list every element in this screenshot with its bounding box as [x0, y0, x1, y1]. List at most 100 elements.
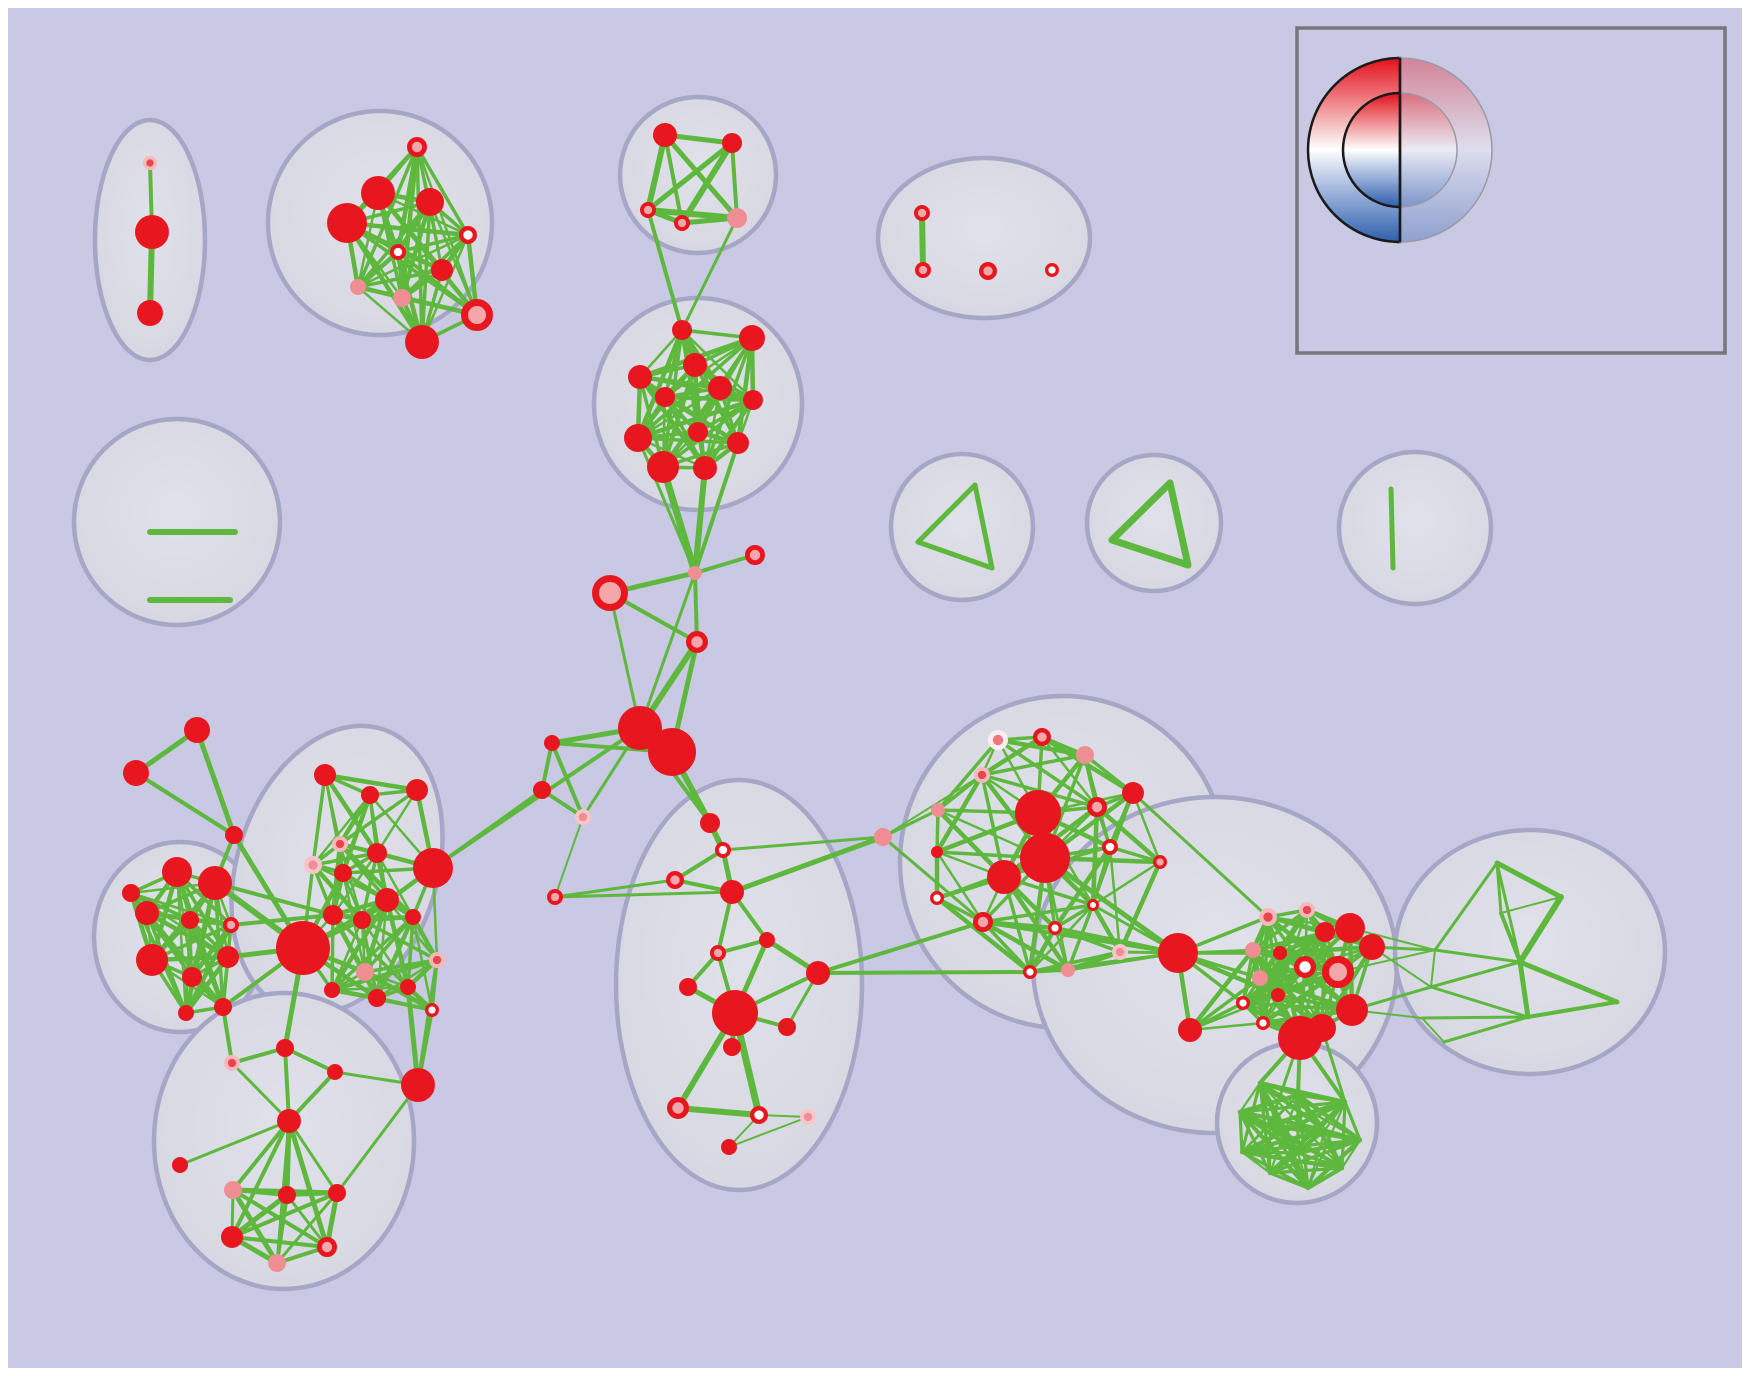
node-ti: [172, 1157, 188, 1173]
edge: [129, 891, 233, 927]
edge: [1526, 1000, 1619, 1019]
edge: [230, 1061, 291, 1123]
node-cc13: [1236, 995, 1251, 1010]
edge: [311, 773, 327, 867]
edge: [275, 1191, 339, 1265]
edge: [659, 463, 699, 577]
edge: [360, 918, 439, 962]
node-cc6: [1245, 942, 1261, 958]
edge: [735, 335, 755, 446]
node-rr5: [304, 855, 323, 874]
edge: [981, 920, 1032, 974]
edge: [1166, 479, 1192, 569]
node-cc7: [1273, 946, 1287, 960]
edge: [703, 336, 754, 470]
edge: [635, 327, 685, 441]
edge: [1028, 903, 1095, 974]
edge: [1495, 861, 1522, 964]
edge: [1517, 894, 1564, 965]
edge: [1239, 1127, 1328, 1155]
node-rr4: [332, 835, 349, 852]
node-c2: [745, 545, 766, 566]
edge: [1108, 479, 1174, 544]
edge: [1237, 1092, 1301, 1115]
node-tn4: [221, 1226, 243, 1248]
node-sp10: [178, 1005, 194, 1021]
edge: [1343, 1100, 1362, 1142]
edge: [175, 870, 188, 1015]
edge: [230, 1235, 329, 1249]
edge: [1442, 1015, 1530, 1044]
edge: [1108, 845, 1122, 954]
node-rr7: [334, 864, 352, 882]
edge: [1240, 1123, 1272, 1154]
node-sp4: [181, 911, 199, 929]
node-sp6: [136, 944, 168, 976]
node-dn3: [1076, 746, 1094, 764]
node-dn9: [1102, 838, 1119, 855]
edge: [1131, 791, 1270, 919]
node-dn2: [1033, 727, 1052, 746]
node-cc2: [1299, 901, 1316, 918]
node-rr8: [323, 905, 343, 925]
node-rt8: [688, 422, 708, 442]
edge: [663, 336, 754, 399]
node-tr7: [679, 978, 697, 996]
edge: [1042, 855, 1181, 956]
edge: [553, 878, 677, 899]
edge: [322, 772, 420, 793]
node-rt2: [739, 325, 765, 351]
node-sp2: [198, 866, 232, 900]
edge: [375, 851, 415, 919]
edge: [355, 249, 401, 290]
edge: [663, 133, 684, 225]
node-ta: [223, 1055, 240, 1072]
node-rt12: [693, 456, 717, 480]
node-cf3: [978, 262, 997, 281]
edge: [637, 374, 708, 471]
edge: [285, 1193, 329, 1249]
edge: [996, 738, 1099, 809]
edge: [979, 734, 1045, 778]
node-cc8: [1294, 956, 1317, 979]
edge: [431, 788, 544, 870]
edge: [693, 553, 757, 575]
node-sp9: [214, 998, 232, 1016]
edge: [213, 881, 335, 917]
node-H2: [648, 728, 696, 776]
edge: [1429, 960, 1522, 989]
edge: [816, 920, 985, 975]
edge: [428, 200, 479, 317]
node-sp8: [217, 946, 239, 968]
edge: [1241, 948, 1255, 1005]
edge: [356, 233, 470, 289]
node-rt6: [708, 376, 732, 400]
node-DH2: [1020, 833, 1070, 883]
edge: [553, 890, 734, 899]
edge: [1305, 1165, 1345, 1191]
node-tg3: [225, 826, 243, 844]
edge: [406, 915, 415, 989]
edge: [972, 482, 995, 571]
node-cc12: [1336, 994, 1368, 1026]
nodes: [122, 123, 1385, 1272]
edge: [322, 772, 380, 856]
edge: [1494, 860, 1564, 900]
edge: [330, 985, 410, 992]
edge: [1117, 859, 1163, 955]
node-DH1: [1015, 790, 1061, 836]
edge: [410, 914, 440, 963]
node-rr10: [375, 888, 399, 912]
edge: [554, 816, 584, 898]
edge: [716, 938, 769, 955]
edge: [356, 200, 432, 289]
node-cc3: [1315, 922, 1335, 942]
edge: [1421, 1017, 1445, 1043]
edge: [1238, 1110, 1244, 1154]
node-tr10: [723, 1038, 741, 1056]
node-sp7: [182, 967, 202, 987]
node-rt4: [628, 365, 652, 389]
edge: [1238, 1081, 1262, 1114]
edge: [283, 1046, 291, 1123]
